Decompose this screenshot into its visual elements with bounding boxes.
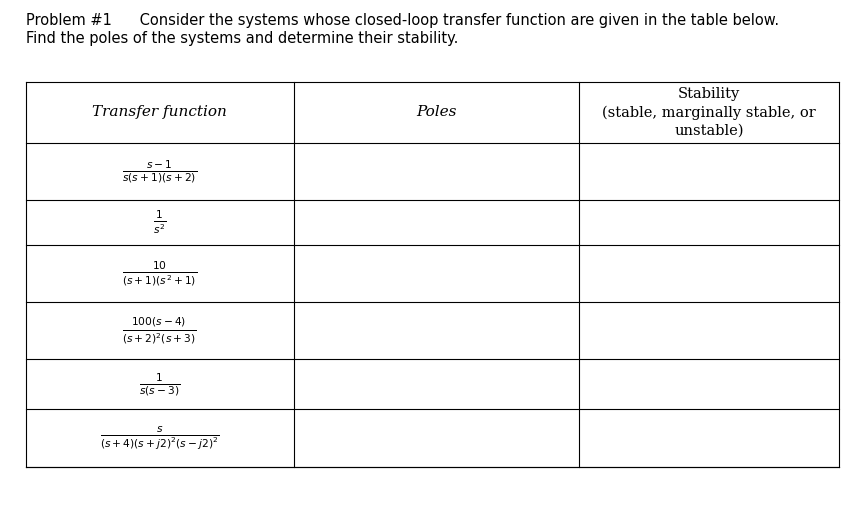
Text: $\frac{1}{s(s-3)}$: $\frac{1}{s(s-3)}$ (139, 371, 181, 398)
Text: Find the poles of the systems and determine their stability.: Find the poles of the systems and determ… (26, 31, 458, 45)
Text: Poles: Poles (417, 105, 457, 120)
Text: Problem #1      Consider the systems whose closed-loop transfer function are giv: Problem #1 Consider the systems whose cl… (26, 13, 779, 28)
Text: Stability
(stable, marginally stable, or
unstable): Stability (stable, marginally stable, or… (602, 87, 816, 138)
Text: Transfer function: Transfer function (92, 105, 227, 120)
Text: $\frac{s}{(s+4)(s+j2)^{2}(s-j2)^{2}}$: $\frac{s}{(s+4)(s+j2)^{2}(s-j2)^{2}}$ (100, 424, 220, 452)
Text: $\frac{1}{s^{2}}$: $\frac{1}{s^{2}}$ (153, 209, 166, 236)
Text: $\frac{s-1}{s(s+1)(s+2)}$: $\frac{s-1}{s(s+1)(s+2)}$ (122, 158, 198, 185)
Text: $\frac{10}{(s+1)(s^{2}+1)}$: $\frac{10}{(s+1)(s^{2}+1)}$ (122, 259, 198, 288)
Text: $\frac{100(s-4)}{(s+2)^{2}(s+3)}$: $\frac{100(s-4)}{(s+2)^{2}(s+3)}$ (123, 315, 197, 346)
